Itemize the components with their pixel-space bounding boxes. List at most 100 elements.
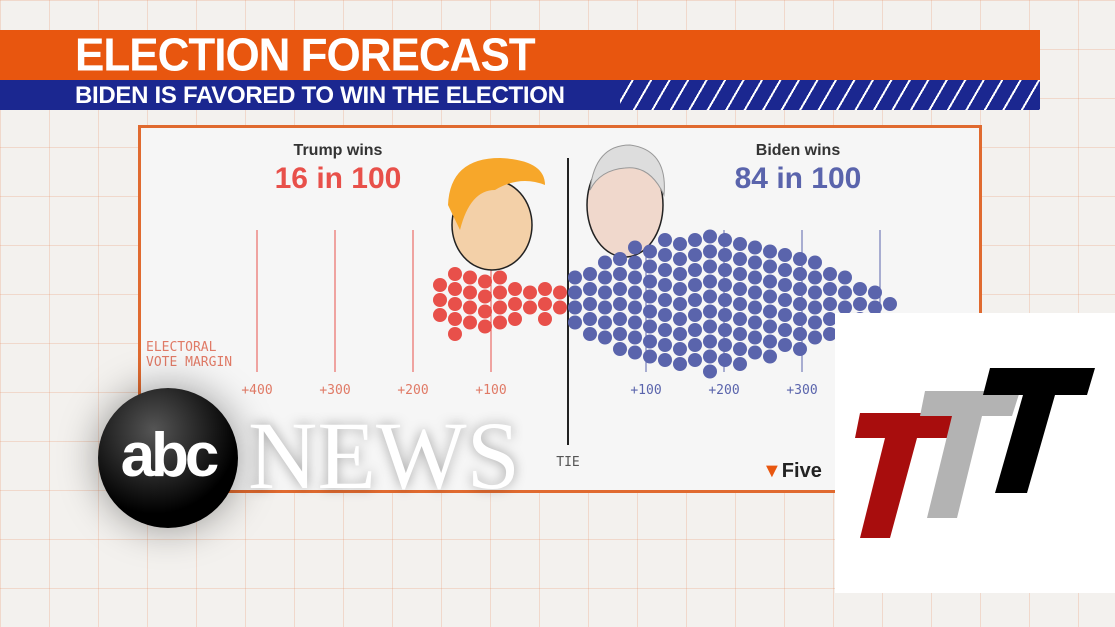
subtitle-banner <box>0 80 1040 110</box>
biden-dot <box>703 229 717 244</box>
trump-dot <box>508 297 522 311</box>
trump-dot <box>463 315 477 330</box>
biden-dot <box>703 304 717 319</box>
biden-tick: +200 <box>708 383 740 398</box>
trump-dot <box>553 285 567 300</box>
biden-dot <box>688 338 702 352</box>
biden-dot <box>583 282 597 296</box>
biden-dot <box>718 233 732 247</box>
biden-dot <box>628 345 642 360</box>
biden-dot <box>688 323 702 337</box>
biden-dot <box>703 349 717 364</box>
trump-tick: +300 <box>319 383 351 398</box>
biden-dot <box>628 330 642 345</box>
biden-dot <box>658 233 672 247</box>
biden-dot <box>643 349 657 364</box>
tie-label: TIE <box>556 455 580 470</box>
biden-dot <box>778 323 792 337</box>
trump-tick: +400 <box>241 383 273 398</box>
trump-dot <box>538 297 552 311</box>
biden-dot <box>778 338 792 352</box>
biden-dot <box>808 330 822 345</box>
trump-dot <box>493 270 507 285</box>
biden-dot <box>643 289 657 304</box>
biden-dot <box>763 274 777 289</box>
biden-dot <box>703 289 717 304</box>
biden-dot <box>778 248 792 262</box>
biden-tick: +300 <box>786 383 818 398</box>
biden-dot <box>673 252 687 266</box>
trump-dot <box>508 282 522 296</box>
biden-dot <box>643 334 657 349</box>
biden-dot <box>718 338 732 352</box>
trump-dot <box>463 300 477 315</box>
biden-dot <box>688 308 702 322</box>
biden-dot <box>838 270 852 285</box>
biden-dot <box>628 285 642 300</box>
biden-dot <box>658 308 672 322</box>
biden-dot <box>613 342 627 356</box>
biden-dot <box>748 345 762 360</box>
biden-dot <box>748 315 762 330</box>
biden-dot <box>583 312 597 326</box>
trump-dot <box>538 312 552 326</box>
trump-dot <box>433 293 447 307</box>
biden-dot <box>613 312 627 326</box>
biden-dot <box>598 285 612 300</box>
trump-tick: +100 <box>475 383 507 398</box>
biden-dot <box>658 248 672 262</box>
biden-dot <box>688 353 702 367</box>
biden-dot <box>748 240 762 255</box>
biden-dot <box>763 304 777 319</box>
biden-dot <box>748 330 762 345</box>
biden-dot <box>703 319 717 334</box>
biden-dot <box>868 285 882 300</box>
biden-odds: 84 in 100 <box>734 162 862 195</box>
biden-dot <box>688 233 702 247</box>
biden-dot <box>598 330 612 345</box>
biden-dot <box>628 315 642 330</box>
trump-dot <box>433 308 447 322</box>
trump-dot <box>508 312 522 326</box>
trump-dot <box>478 274 492 289</box>
biden-dot <box>613 252 627 266</box>
biden-dot <box>763 244 777 259</box>
abc-logo <box>98 388 238 528</box>
biden-dot <box>673 312 687 326</box>
biden-dot <box>748 285 762 300</box>
biden-dot <box>628 300 642 315</box>
trump-dot <box>493 300 507 315</box>
biden-dot <box>733 312 747 326</box>
biden-dot <box>853 282 867 296</box>
biden-dot <box>583 267 597 281</box>
trump-label: Trump wins <box>293 142 383 159</box>
biden-dot <box>733 297 747 311</box>
biden-dot <box>583 327 597 341</box>
biden-dot <box>568 300 582 315</box>
trump-dot <box>448 327 462 341</box>
biden-dot <box>598 300 612 315</box>
trump-dot <box>448 297 462 311</box>
biden-dot <box>703 334 717 349</box>
biden-dot <box>733 327 747 341</box>
trump-dot <box>448 282 462 296</box>
biden-tick: +100 <box>630 383 662 398</box>
biden-dot <box>793 267 807 281</box>
trump-dot <box>463 270 477 285</box>
biden-dot <box>718 263 732 277</box>
biden-dot <box>763 289 777 304</box>
biden-dot <box>838 300 852 315</box>
biden-dot <box>643 244 657 259</box>
biden-dot <box>658 263 672 277</box>
biden-dot <box>568 285 582 300</box>
biden-dot <box>718 323 732 337</box>
biden-dot <box>658 338 672 352</box>
biden-dot <box>718 278 732 292</box>
biden-dot <box>703 259 717 274</box>
news-wordmark: NEWS <box>248 402 520 509</box>
biden-dot <box>583 297 597 311</box>
biden-dot <box>568 315 582 330</box>
biden-dot <box>688 248 702 262</box>
biden-dot <box>823 267 837 281</box>
